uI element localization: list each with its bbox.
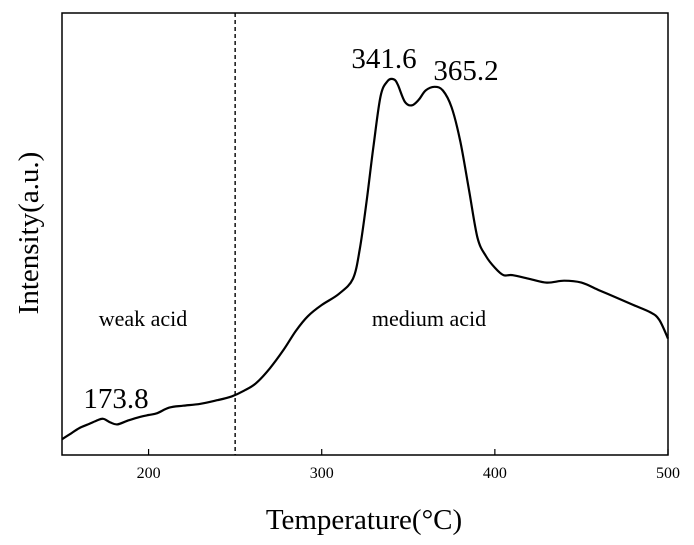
region-label-medium-acid: medium acid: [372, 306, 486, 331]
series-layer: [61, 77, 670, 441]
plot-border: [61, 12, 669, 456]
region-label-weak-acid: weak acid: [99, 306, 188, 331]
plot-frame: [61, 12, 669, 456]
x-axis-ticks: 200 300 400 500: [137, 449, 680, 482]
peak-label-341-6: 341.6: [351, 43, 416, 75]
x-tick-label-400: 400: [483, 465, 507, 482]
series-line: [61, 77, 670, 441]
x-tick-label-500: 500: [656, 465, 680, 482]
peak-label-173-8: 173.8: [83, 383, 148, 415]
x-tick-label-300: 300: [310, 465, 334, 482]
y-axis-title: Intensity(a.u.): [13, 152, 45, 315]
x-axis-title: Temperature(°C): [266, 504, 462, 536]
peak-label-365-2: 365.2: [433, 55, 498, 87]
x-tick-label-200: 200: [137, 465, 161, 482]
